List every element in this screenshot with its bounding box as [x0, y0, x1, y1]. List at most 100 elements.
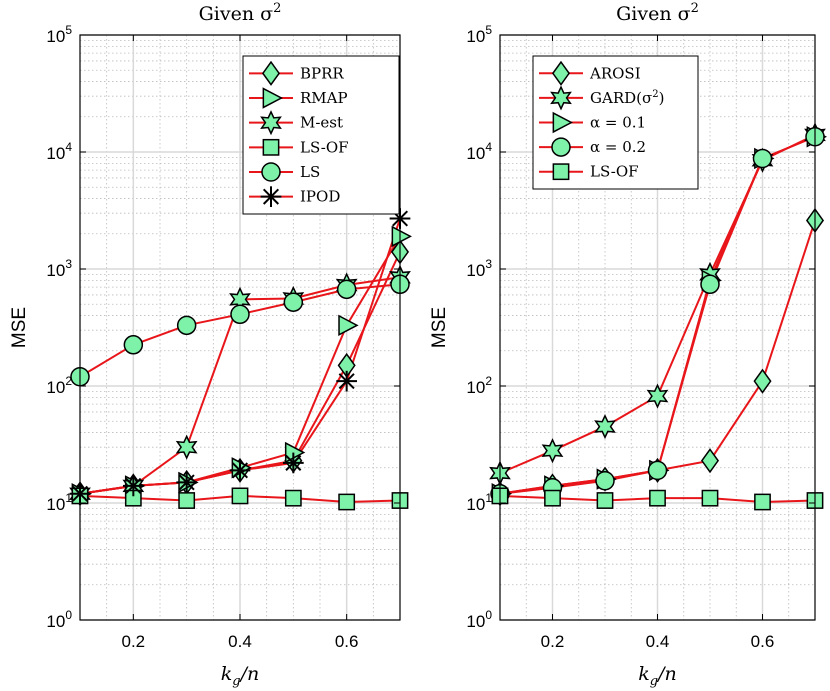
x-axis-label: kg/n — [221, 663, 259, 689]
y-tick-label: 100 — [466, 608, 492, 631]
y-tick-base: 10 — [466, 378, 485, 397]
legend-label: AROSI — [589, 64, 641, 82]
legend-label: LS-OF — [300, 138, 349, 156]
legend-marker-triangle-right — [262, 87, 283, 109]
data-point-asterisk-stroke — [338, 373, 355, 390]
legend-label-main: GARD(σ — [590, 89, 652, 107]
y-tick-exponent: 4 — [485, 140, 492, 154]
y-tick-base: 10 — [466, 495, 485, 514]
y-tick-exponent: 4 — [65, 140, 72, 154]
legend: AROSI GARD(σ2) α = 0.1 α = 0.2 LS-OF — [532, 55, 699, 190]
y-tick-label: 100 — [46, 608, 72, 631]
data-point-triangle-right — [391, 225, 412, 248]
legend-label: α = 0.1 — [590, 114, 646, 132]
series-markers-circle — [70, 274, 410, 387]
data-point-hexagram — [594, 413, 616, 440]
data-point-circle — [230, 304, 250, 325]
y-tick-exponent: 5 — [65, 23, 72, 37]
y-tick-base: 10 — [466, 261, 485, 280]
data-point-square — [178, 492, 196, 509]
y-tick-label: 104 — [46, 140, 72, 163]
x-tick-label: 0.2 — [122, 632, 146, 651]
y-tick-base: 10 — [46, 144, 65, 163]
data-point-asterisk-stroke — [178, 474, 195, 491]
y-tick-base: 10 — [466, 27, 485, 46]
y-tick-exponent: 0 — [485, 608, 492, 622]
chart-title: Given σ2 — [199, 1, 282, 25]
y-tick-base: 10 — [466, 144, 485, 163]
y-tick-exponent: 0 — [65, 608, 72, 622]
data-point-asterisk — [176, 472, 198, 493]
legend-label: α = 0.2 — [590, 138, 646, 156]
data-point-hexagram — [646, 383, 669, 409]
y-tick-label: 105 — [46, 23, 72, 46]
legend-label: BPRR — [300, 64, 344, 82]
data-point-circle — [123, 335, 144, 355]
y-tick-label: 104 — [466, 140, 492, 163]
y-tick-exponent: 1 — [485, 491, 492, 505]
data-point-square — [754, 493, 771, 511]
x-label-k: k — [638, 663, 650, 685]
data-point-asterisk-stroke — [285, 454, 302, 471]
data-point-square — [231, 487, 249, 505]
y-tick-base: 10 — [46, 495, 65, 514]
data-point-circle — [595, 470, 615, 491]
y-tick-base: 10 — [46, 27, 65, 46]
data-point-circle — [336, 279, 357, 300]
legend-label: M-est — [300, 114, 343, 132]
data-point-triangle-right — [284, 441, 306, 464]
legend-marker-asterisk-stroke — [262, 188, 280, 205]
x-label-k: k — [221, 663, 233, 685]
title-main: Given σ — [616, 3, 691, 25]
data-point-square — [649, 489, 666, 507]
data-point-asterisk-stroke — [231, 462, 249, 479]
legend-label: GARD(σ2) — [590, 89, 664, 107]
data-point-asterisk — [229, 460, 251, 481]
y-tick-exponent: 2 — [65, 374, 72, 388]
y-tick-base: 10 — [46, 612, 65, 631]
y-tick-exponent: 1 — [65, 491, 72, 505]
y-tick-base: 10 — [46, 378, 65, 397]
y-tick-exponent: 2 — [485, 374, 492, 388]
legend-marker-square — [262, 138, 280, 156]
legend-marker-hexagram — [260, 110, 282, 136]
legend: BPRR RMAP M-est LS-OF LS IPOD — [242, 55, 400, 215]
y-axis-label: MSE — [429, 307, 450, 348]
legend-label-tail: ) — [659, 89, 665, 107]
data-point-hexagram — [541, 438, 564, 464]
x-label-subscript: g — [232, 674, 240, 689]
y-tick-base: 10 — [46, 261, 65, 280]
data-point-diamond — [700, 448, 720, 474]
title-superscript: 2 — [691, 1, 699, 16]
legend-marker-diamond — [261, 60, 281, 86]
y-tick-label: 105 — [466, 23, 492, 46]
legend-marker-hexagram — [550, 85, 572, 111]
series-group — [69, 208, 412, 511]
x-tick-label: 0.6 — [751, 632, 775, 651]
y-tick-label: 103 — [46, 257, 72, 280]
x-label-subscript: g — [650, 674, 658, 689]
legend-label: LS-OF — [590, 163, 639, 181]
x-tick-label: 0.6 — [335, 632, 359, 651]
legend-marker-circle — [261, 162, 281, 182]
data-point-square — [284, 489, 302, 507]
title-main: Given σ — [199, 3, 274, 25]
y-tick-label: 101 — [46, 491, 72, 514]
legend-marker-diamond — [551, 60, 571, 86]
data-point-asterisk — [336, 370, 358, 392]
legend-marker-square — [552, 163, 570, 181]
x-axis-label: kg/n — [638, 663, 676, 689]
legend-marker-asterisk — [260, 186, 282, 208]
legend-label-superscript: 2 — [652, 89, 658, 100]
x-tick-label: 0.4 — [646, 632, 670, 651]
x-label-rest: /n — [656, 663, 677, 685]
data-point-circle — [647, 460, 668, 481]
data-point-square — [596, 492, 614, 509]
data-point-asterisk-stroke — [125, 477, 142, 494]
legend-marker-triangle-right — [552, 111, 573, 134]
legend-label: LS — [300, 163, 320, 181]
y-tick-label: 102 — [46, 374, 72, 397]
y-tick-base: 10 — [466, 612, 485, 631]
